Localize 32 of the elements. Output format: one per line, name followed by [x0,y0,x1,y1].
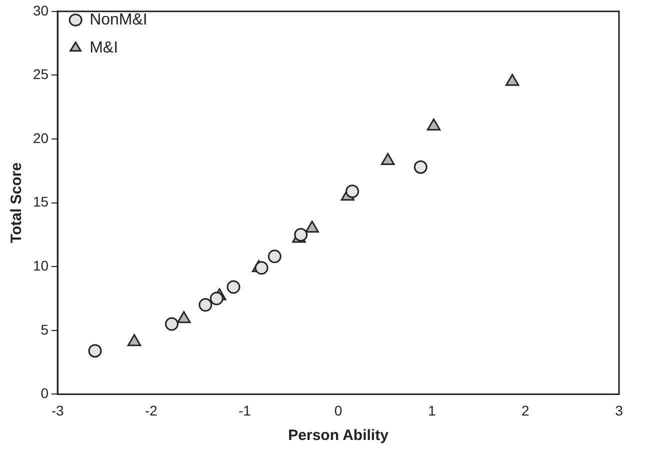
x-tick-label: -1 [238,402,252,418]
point [506,74,520,86]
x-axis-title: Person Ability [288,427,390,444]
x-tick-label: 1 [428,402,436,418]
point [426,118,441,130]
point [226,280,240,294]
point [305,220,319,233]
point [381,152,395,165]
x-tick-label: 0 [334,402,342,418]
y-tick-label: 20 [32,130,49,146]
x-tick-label: 3 [615,402,624,418]
point [346,184,360,198]
x-tick-label: -3 [51,402,64,418]
point [294,228,308,242]
y-tick-label: 30 [32,2,49,18]
x-tick-label: 2 [522,402,530,418]
y-tick-label: 10 [32,257,49,274]
y-tick-label: 0 [40,385,49,402]
y-tick-label: 25 [32,66,49,82]
y-tick-label: 5 [40,321,49,338]
y-tick-label: 15 [32,194,49,210]
x-tick-label: -2 [144,402,158,418]
y-axis-title: Total Score [8,162,26,244]
point [164,317,178,331]
point [198,298,212,312]
point [210,292,224,306]
point [88,344,102,358]
point [268,250,282,264]
point [254,261,268,275]
legend-label: M&I [90,39,118,56]
legend-label: NonM&I [90,11,148,28]
point [414,160,428,174]
